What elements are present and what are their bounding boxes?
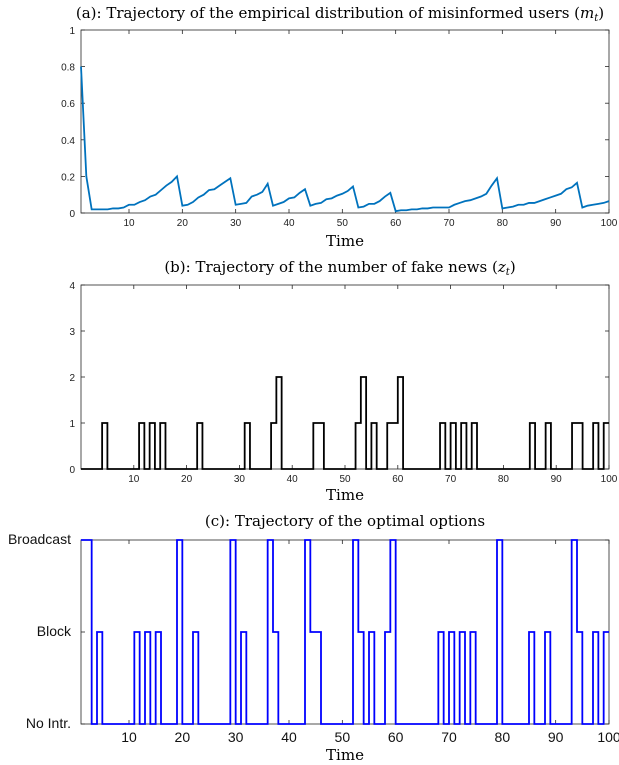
- y-tick-label: 2: [69, 373, 75, 384]
- panel-c: (c): Trajectory of the optimal options 1…: [8, 512, 619, 764]
- x-tick-label: 10: [128, 474, 140, 485]
- x-tick-label: 80: [497, 218, 509, 229]
- panel-a-series: [80, 66, 610, 213]
- x-tick-label: 40: [287, 474, 299, 485]
- y-tick-label: 1: [69, 419, 75, 430]
- x-tick-label: 10: [121, 729, 137, 745]
- x-tick-label: 90: [551, 474, 563, 485]
- x-tick-label: 50: [337, 218, 349, 229]
- y-tick-label: No Intr.: [26, 715, 71, 731]
- panel-b-xlabel: Time: [326, 486, 364, 504]
- y-tick-label: 0: [69, 209, 75, 220]
- x-tick-label: 30: [230, 218, 242, 229]
- x-tick-label: 40: [281, 729, 297, 745]
- x-tick-label: 90: [548, 729, 564, 745]
- x-tick-label: 70: [441, 729, 457, 745]
- panel-a-ticks: 10 20 30 40 50 60 70 80 90 100 0 0.2 0.4 0.6 0.8 1: [61, 26, 618, 229]
- x-tick-label: 60: [388, 729, 404, 745]
- y-tick-label: 1: [69, 26, 75, 37]
- panel-a-xlabel: Time: [326, 232, 364, 250]
- x-tick-label: 100: [601, 218, 618, 229]
- y-tick-label: Broadcast: [8, 531, 71, 547]
- y-tick-label: 0.4: [61, 136, 75, 147]
- panel-b: (b): Trajectory of the number of fake ne…: [69, 258, 617, 504]
- panel-c-ticks: 10 20 30 40 50 60 70 80 90 100 No Intr. Block Broadc…: [8, 531, 619, 745]
- x-tick-label: 30: [228, 729, 244, 745]
- panel-a-title: (a): Trajectory of the empirical distrib…: [76, 4, 604, 24]
- series-line: [81, 376, 609, 470]
- panel-b-ticks: 10 20 30 40 50 60 70 80 90 100 0 1 2 3 4: [69, 281, 617, 485]
- panel-c-title: (c): Trajectory of the optimal options: [205, 512, 485, 530]
- y-tick-label: 3: [69, 327, 75, 338]
- y-tick-label: 0: [69, 465, 75, 476]
- x-tick-label: 70: [445, 474, 457, 485]
- x-tick-label: 100: [597, 729, 619, 745]
- series-line: [81, 539, 609, 725]
- panel-b-series: [81, 376, 609, 470]
- panel-a-axes: [80, 29, 610, 214]
- x-tick-label: 60: [392, 474, 404, 485]
- y-tick-label: 0.8: [61, 63, 75, 74]
- x-tick-label: 20: [175, 729, 191, 745]
- plot-frame: [80, 29, 610, 214]
- series-line: [80, 66, 610, 213]
- panel-c-xlabel: Time: [326, 746, 364, 764]
- y-tick-label: Block: [37, 623, 72, 639]
- x-tick-label: 90: [550, 218, 562, 229]
- x-tick-label: 30: [234, 474, 246, 485]
- x-tick-label: 20: [177, 218, 189, 229]
- panel-a: (a): Trajectory of the empirical distrib…: [61, 4, 618, 250]
- x-tick-label: 50: [335, 729, 351, 745]
- x-tick-label: 70: [443, 218, 455, 229]
- x-tick-label: 100: [601, 474, 618, 485]
- y-tick-label: 4: [69, 281, 75, 292]
- x-tick-label: 40: [283, 218, 295, 229]
- x-tick-label: 60: [390, 218, 402, 229]
- y-tick-label: 0.6: [61, 99, 75, 110]
- y-tick-label: 0.2: [61, 172, 75, 183]
- x-tick-label: 80: [495, 729, 511, 745]
- x-tick-label: 50: [339, 474, 351, 485]
- panel-b-title: (b): Trajectory of the number of fake ne…: [164, 258, 515, 278]
- panel-c-series: [81, 539, 609, 725]
- x-tick-label: 20: [181, 474, 193, 485]
- x-tick-label: 10: [123, 218, 135, 229]
- x-tick-label: 80: [498, 474, 510, 485]
